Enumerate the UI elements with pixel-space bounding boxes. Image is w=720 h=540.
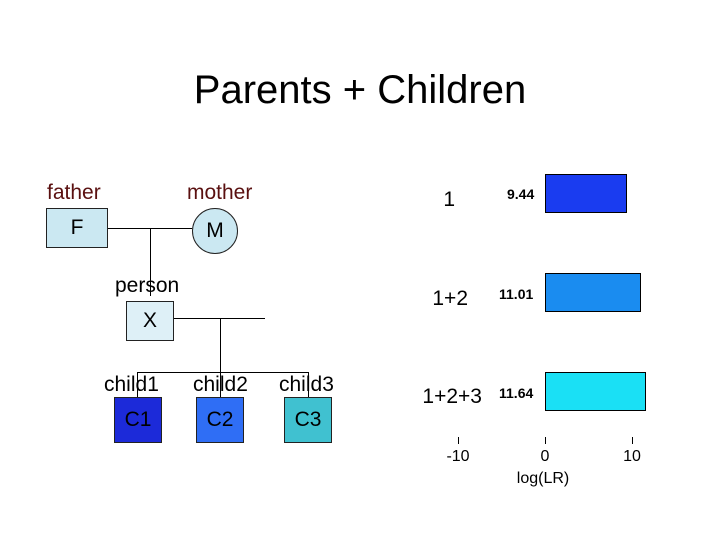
bar-1 <box>545 174 628 213</box>
father-node: F <box>46 208 108 248</box>
mother-node: M <box>192 208 238 254</box>
child2-line <box>220 372 221 397</box>
father-label: father <box>47 181 101 204</box>
value-label-1: 9.44 <box>507 186 535 202</box>
x-tick-label-neg10: -10 <box>446 448 470 465</box>
bar-2 <box>545 273 641 312</box>
x-tick-mark-neg10 <box>458 437 459 444</box>
sibship-line <box>137 372 309 373</box>
row-label-2: 1+2 <box>432 287 468 310</box>
descent-line <box>150 228 151 296</box>
value-label-2: 11.01 <box>499 286 534 302</box>
child3-node: C3 <box>284 397 332 443</box>
x-tick-label-10: 10 <box>623 448 641 465</box>
mother-label: mother <box>187 181 253 204</box>
x-tick-mark-10 <box>632 437 633 444</box>
x-tick-mark-0 <box>545 437 546 444</box>
page-title: Parents + Children <box>193 68 527 112</box>
row-label-1: 1 <box>443 188 455 211</box>
value-label-3: 11.64 <box>499 385 534 401</box>
child1-line <box>137 372 138 397</box>
person-label: person <box>115 274 180 297</box>
child3-line <box>308 372 309 397</box>
x-axis-label: log(LR) <box>516 470 570 487</box>
spouse-line <box>174 318 265 319</box>
x-tick-label-0: 0 <box>540 448 550 465</box>
children-descent-line <box>220 318 221 372</box>
child3-label: child3 <box>279 373 334 396</box>
child1-node: C1 <box>114 397 162 443</box>
child1-label: child1 <box>104 373 159 396</box>
bar-3 <box>545 372 647 411</box>
person-node: X <box>126 301 174 341</box>
child2-label: child2 <box>193 373 248 396</box>
row-label-3: 1+2+3 <box>422 385 482 408</box>
child2-node: C2 <box>196 397 244 443</box>
